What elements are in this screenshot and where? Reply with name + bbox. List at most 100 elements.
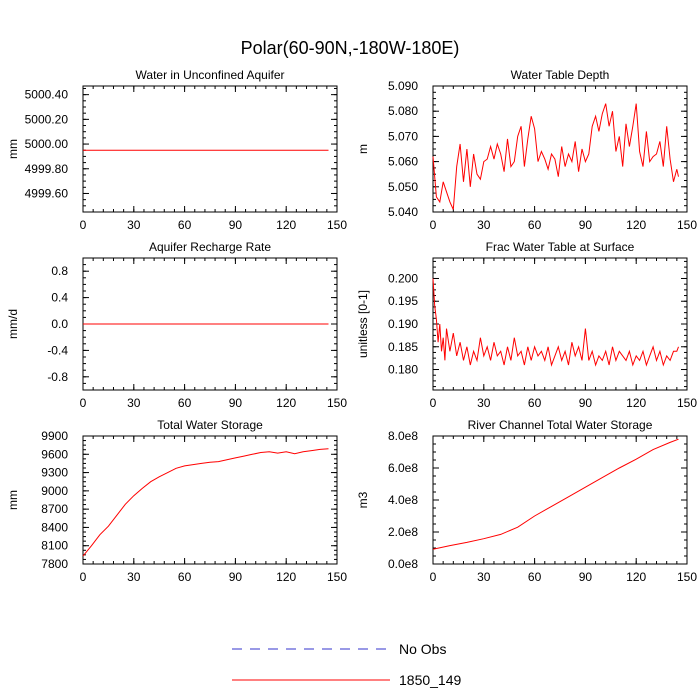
figure-title: Polar(60-90N,-180W-180E) [241, 38, 460, 58]
x-tick-label: 0 [80, 396, 87, 410]
chart-panel-tws: Total Water Storage mm 0 30 60 90 120 150 7800 81… [6, 418, 347, 584]
x-tick-label: 120 [276, 218, 296, 232]
plot-frame [82, 435, 338, 565]
y-axis-label: mm/d [6, 309, 20, 339]
x-tick-label: 90 [579, 570, 593, 584]
x-tick-label: 90 [229, 396, 243, 410]
x-tick-label: 120 [626, 396, 646, 410]
panel-title: Water Table Depth [511, 68, 610, 82]
x-tick-label: 60 [178, 396, 192, 410]
y-tick-label: 5.060 [388, 155, 418, 169]
y-tick-label: 5.080 [388, 104, 418, 118]
x-tick-label: 150 [677, 218, 697, 232]
series-line-1850_149 [432, 438, 679, 550]
x-tick-label: 120 [626, 570, 646, 584]
x-tick-label: 60 [528, 396, 542, 410]
chart-panel-arr: Aquifer Recharge Rate mm/d 0 30 60 90 120 150 -0… [6, 240, 347, 410]
x-tick-label: 90 [229, 218, 243, 232]
y-tick-label: 4999.60 [25, 186, 69, 200]
y-tick-label: 8700 [41, 502, 68, 516]
x-tick-label: 30 [127, 396, 141, 410]
x-tick-label: 90 [579, 218, 593, 232]
y-tick-label: 5.070 [388, 129, 418, 143]
x-tick-label: 150 [677, 570, 697, 584]
x-tick-label: 0 [430, 396, 437, 410]
plot-frame [432, 257, 688, 391]
y-tick-label: 0.200 [388, 271, 418, 285]
plot-frame [432, 85, 688, 213]
y-tick-label: 9000 [41, 484, 68, 498]
y-tick-label: 9600 [41, 447, 68, 461]
y-tick-label: 7800 [41, 557, 68, 571]
x-tick-label: 0 [430, 218, 437, 232]
x-tick-label: 120 [276, 396, 296, 410]
series-line-1850_149 [432, 278, 679, 367]
y-tick-label: 0.4 [51, 291, 68, 305]
y-tick-label: 0.185 [388, 340, 418, 354]
y-tick-label: 5.040 [388, 205, 418, 219]
x-tick-label: 30 [477, 396, 491, 410]
x-tick-label: 60 [178, 218, 192, 232]
series-line-1850_149 [82, 448, 329, 557]
y-axis-label: mm [6, 490, 20, 510]
y-tick-label: -0.4 [47, 343, 68, 357]
x-tick-label: 150 [677, 396, 697, 410]
y-tick-label: 2.0e8 [388, 525, 418, 539]
y-axis-label: m [356, 144, 370, 154]
x-tick-label: 30 [477, 570, 491, 584]
chart-panel-fwt: Frac Water Table at Surface unitless [0-1… [356, 240, 697, 410]
chart-panel-rcs: River Channel Total Water Storage m3 0 30 60… [356, 418, 697, 584]
x-tick-label: 150 [327, 570, 347, 584]
y-axis-label: m3 [356, 491, 370, 508]
y-tick-label: 0.180 [388, 363, 418, 377]
y-tick-label: 5.090 [388, 79, 418, 93]
y-tick-label: 5000.20 [25, 112, 69, 126]
legend-label-no-obs: No Obs [399, 641, 446, 657]
x-tick-label: 30 [477, 218, 491, 232]
y-tick-label: 4.0e8 [388, 493, 418, 507]
y-tick-label: 5000.00 [25, 137, 69, 151]
plot-frame [82, 85, 338, 213]
y-tick-label: 0.8 [51, 264, 68, 278]
x-tick-label: 30 [127, 570, 141, 584]
x-tick-label: 0 [80, 218, 87, 232]
y-tick-label: 0.190 [388, 317, 418, 331]
y-tick-label: 0.0e8 [388, 557, 418, 571]
x-tick-label: 120 [276, 570, 296, 584]
y-axis-label: mm [6, 139, 20, 159]
chart-panels: Water in Unconfined Aquifer mm 0 30 60 90 120 1… [6, 68, 697, 584]
y-tick-label: 6.0e8 [388, 461, 418, 475]
y-tick-label: 9300 [41, 466, 68, 480]
x-tick-label: 60 [528, 570, 542, 584]
x-tick-label: 60 [528, 218, 542, 232]
chart-panel-wtd: Water Table Depth m 0 30 60 90 120 150 5.040 5.05… [356, 68, 697, 232]
x-tick-label: 0 [430, 570, 437, 584]
y-tick-label: 0.0 [51, 317, 68, 331]
legend-label-1850-149: 1850_149 [399, 672, 462, 688]
y-tick-label: 4999.80 [25, 162, 69, 176]
legend: No Obs 1850_149 [232, 641, 462, 688]
x-tick-label: 120 [626, 218, 646, 232]
panel-title: Water in Unconfined Aquifer [136, 68, 285, 82]
y-tick-label: 8400 [41, 520, 68, 534]
y-tick-label: 8.0e8 [388, 429, 418, 443]
x-tick-label: 150 [327, 218, 347, 232]
panel-title: Aquifer Recharge Rate [149, 240, 271, 254]
x-tick-label: 60 [178, 570, 192, 584]
x-tick-label: 0 [80, 570, 87, 584]
chart-panel-wa: Water in Unconfined Aquifer mm 0 30 60 90 120 1… [6, 68, 347, 232]
series-line-1850_149 [432, 103, 679, 210]
y-tick-label: 8100 [41, 539, 68, 553]
y-tick-label: 5.050 [388, 180, 418, 194]
y-tick-label: 9900 [41, 429, 68, 443]
panel-title: River Channel Total Water Storage [468, 418, 653, 432]
x-tick-label: 90 [229, 570, 243, 584]
y-axis-label: unitless [0-1] [356, 290, 370, 358]
panel-title: Total Water Storage [157, 418, 263, 432]
y-tick-label: 5000.40 [25, 88, 69, 102]
panel-title: Frac Water Table at Surface [486, 240, 635, 254]
x-tick-label: 90 [579, 396, 593, 410]
y-tick-label: -0.8 [47, 370, 68, 384]
x-tick-label: 150 [327, 396, 347, 410]
